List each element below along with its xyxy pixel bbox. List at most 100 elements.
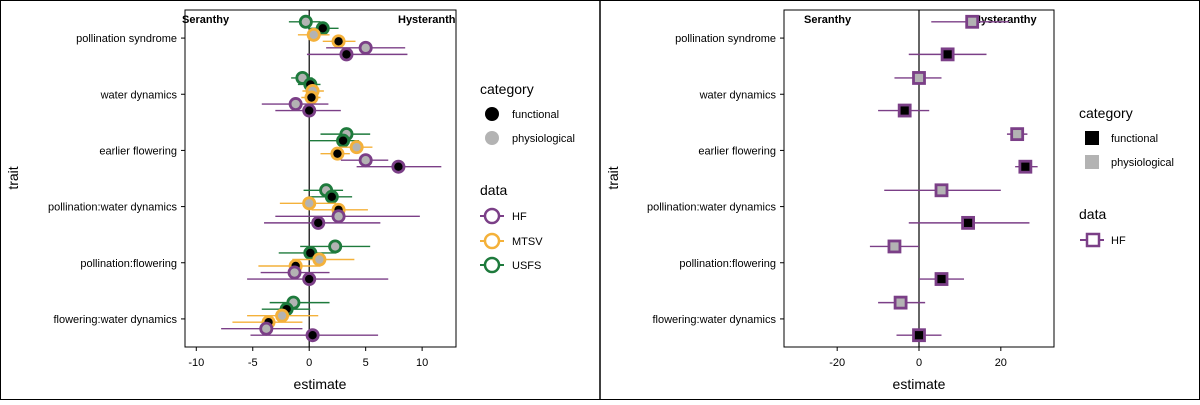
left-marker xyxy=(328,239,343,254)
left-y-tick-label: pollination:water dynamics xyxy=(48,202,178,214)
left-point-mtsv-physiological xyxy=(279,196,337,211)
left-point-hf-functional xyxy=(306,47,408,62)
left-point-hf-physiological xyxy=(261,97,329,112)
left-legend-usfs-label: USFS xyxy=(512,260,541,272)
left-marker xyxy=(339,47,354,62)
right-point-hf-functional xyxy=(1015,159,1038,174)
left-legend-hf-label: HF xyxy=(512,211,527,223)
left-point-mtsv-functional xyxy=(322,34,356,49)
left-marker xyxy=(298,14,313,29)
left-marker xyxy=(275,308,290,323)
left-point-hf-functional xyxy=(356,159,442,174)
left-marker xyxy=(259,321,274,336)
right-y-tick-label: flowering:water dynamics xyxy=(653,314,777,326)
right-point-hf-functional xyxy=(878,103,930,118)
left-y-tick-label: pollination:flowering xyxy=(80,258,177,270)
right-y-tick-label: pollination syndrome xyxy=(675,33,776,45)
left-annotation-hysteranthy: Hysteranth xyxy=(398,14,456,26)
left-point-hf-physiological xyxy=(221,321,303,336)
left-legend-usfs-key xyxy=(480,256,504,274)
right-legend-functional-label: functional xyxy=(1111,133,1158,145)
right-marker xyxy=(1010,127,1025,142)
right-legend-physiological-swatch xyxy=(1085,155,1099,169)
right-annotation-seranthy: Seranthy xyxy=(804,14,852,26)
right-marker xyxy=(961,215,975,230)
left-y-axis-label: trait xyxy=(5,166,21,189)
left-point-mtsv-physiological xyxy=(339,140,373,155)
left-annotation-seranthy: Seranthy xyxy=(182,14,230,26)
left-marker xyxy=(304,90,319,105)
left-marker xyxy=(302,103,317,118)
left-point-usfs-functional xyxy=(309,133,359,148)
left-legend: category functional physiological data H… xyxy=(480,81,575,274)
right-legend-hf-label: HF xyxy=(1111,235,1126,247)
right-marker xyxy=(934,272,949,286)
left-x-tick-label: 5 xyxy=(363,357,369,369)
left-point-usfs-functional xyxy=(308,21,339,36)
left-point-mtsv-physiological xyxy=(247,308,319,323)
left-marker xyxy=(306,27,321,42)
right-point-hf-functional xyxy=(896,328,942,343)
left-marker xyxy=(324,189,339,204)
right-point-hf-physiological xyxy=(869,239,919,254)
right-y-tick-label: pollination:water dynamics xyxy=(647,202,777,214)
left-marker xyxy=(391,159,406,174)
right-point-hf-physiological xyxy=(884,183,1001,198)
left-point-hf-functional xyxy=(247,272,389,287)
left-point-mtsv-functional xyxy=(301,90,321,105)
right-y-tick-label: pollination:flowering xyxy=(679,258,776,270)
left-marker xyxy=(312,252,327,267)
right-annotation-hysteranthy: Hysteranthy xyxy=(973,14,1037,26)
left-marker xyxy=(305,328,320,343)
left-marker xyxy=(331,209,346,224)
left-marker xyxy=(331,34,346,49)
left-point-hf-physiological xyxy=(275,209,420,224)
left-marker xyxy=(302,272,317,287)
right-panel: Seranthy Hysteranthy pollination syndrom… xyxy=(605,9,1174,392)
right-point-hf-physiological xyxy=(894,71,942,85)
right-x-tick-label: 0 xyxy=(916,357,922,369)
left-x-tick-label: -10 xyxy=(188,357,204,369)
left-x-tick-label: 0 xyxy=(306,357,312,369)
right-marker xyxy=(893,295,908,310)
left-marker xyxy=(330,146,345,161)
left-y-tick-label: flowering:water dynamics xyxy=(54,314,178,326)
left-plot-area xyxy=(184,9,457,348)
left-point-mtsv-physiological xyxy=(297,27,330,42)
left-legend-physiological-swatch xyxy=(485,131,499,145)
right-marker xyxy=(940,47,955,62)
left-legend-data-title: data xyxy=(480,182,507,198)
right-marker xyxy=(912,328,926,343)
left-legend-mtsv-key xyxy=(480,232,504,250)
right-point-hf-functional xyxy=(908,47,987,62)
left-point-hf-functional xyxy=(275,103,341,118)
left-point-usfs-physiological xyxy=(288,14,321,29)
left-marker xyxy=(287,265,302,280)
right-legend-data-title: data xyxy=(1079,206,1106,222)
right-marker xyxy=(912,71,926,85)
right-point-hf-physiological xyxy=(931,14,1009,29)
left-x-tick-label: -5 xyxy=(248,357,258,369)
left-legend-hf-key xyxy=(480,207,504,225)
right-marker xyxy=(965,14,980,29)
right-y-axis-label: trait xyxy=(605,166,621,189)
left-point-usfs-functional xyxy=(278,245,337,260)
right-marker xyxy=(1018,159,1033,174)
left-marker xyxy=(358,40,373,55)
left-point-usfs-functional xyxy=(309,189,353,204)
left-y-tick-label: pollination syndrome xyxy=(76,33,177,45)
left-marker xyxy=(358,153,373,168)
right-marker xyxy=(934,183,949,198)
right-x-tick-label: 20 xyxy=(995,357,1007,369)
left-x-axis-label: estimate xyxy=(294,376,347,392)
left-marker xyxy=(315,21,330,36)
right-x-axis-label: estimate xyxy=(893,376,946,392)
left-marker xyxy=(311,215,326,230)
left-marker xyxy=(303,245,318,260)
left-point-mtsv-physiological xyxy=(292,252,355,267)
left-legend-physiological-label: physiological xyxy=(512,133,575,145)
right-y-tick-label: earlier flowering xyxy=(698,145,776,157)
left-point-hf-functional xyxy=(264,215,381,230)
right-point-hf-functional xyxy=(908,215,1030,230)
